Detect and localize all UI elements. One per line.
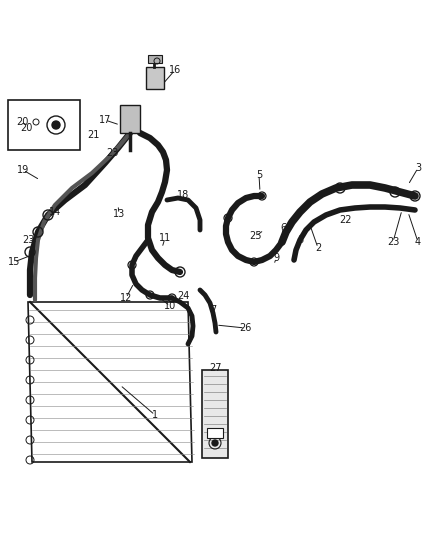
Text: 9: 9 (273, 253, 279, 263)
Text: 1: 1 (152, 410, 158, 420)
Text: 25: 25 (250, 231, 262, 241)
Text: 14: 14 (49, 207, 61, 217)
Text: 3: 3 (415, 163, 421, 173)
Text: 17: 17 (99, 115, 111, 125)
Text: 18: 18 (177, 190, 189, 200)
Text: 11: 11 (159, 233, 171, 243)
Text: 22: 22 (340, 215, 352, 225)
Text: 10: 10 (164, 301, 176, 311)
Text: 21: 21 (87, 130, 99, 140)
Text: 20: 20 (16, 117, 28, 127)
Text: 26: 26 (239, 323, 251, 333)
Text: 24: 24 (177, 291, 189, 301)
Circle shape (52, 121, 60, 129)
Text: 27: 27 (210, 363, 222, 373)
Bar (8, 100, 80, 150)
Text: 12: 12 (120, 293, 132, 303)
Text: 4: 4 (415, 237, 421, 247)
Text: 5: 5 (256, 170, 262, 180)
Bar (146, 67, 164, 89)
Bar (148, 55, 162, 63)
Text: 19: 19 (17, 165, 29, 175)
Text: 2: 2 (315, 243, 321, 253)
Circle shape (212, 440, 218, 446)
Bar (207, 428, 223, 438)
Bar (120, 105, 140, 133)
Text: 23: 23 (106, 148, 118, 158)
Text: 8: 8 (297, 235, 303, 245)
Text: 20: 20 (20, 123, 32, 133)
Text: 16: 16 (169, 65, 181, 75)
Text: 7: 7 (210, 305, 216, 315)
Text: 23: 23 (387, 237, 399, 247)
Text: 13: 13 (113, 209, 125, 219)
Text: 23: 23 (22, 235, 34, 245)
Text: 15: 15 (8, 257, 20, 267)
Text: 6: 6 (280, 223, 286, 233)
Bar (202, 370, 228, 458)
